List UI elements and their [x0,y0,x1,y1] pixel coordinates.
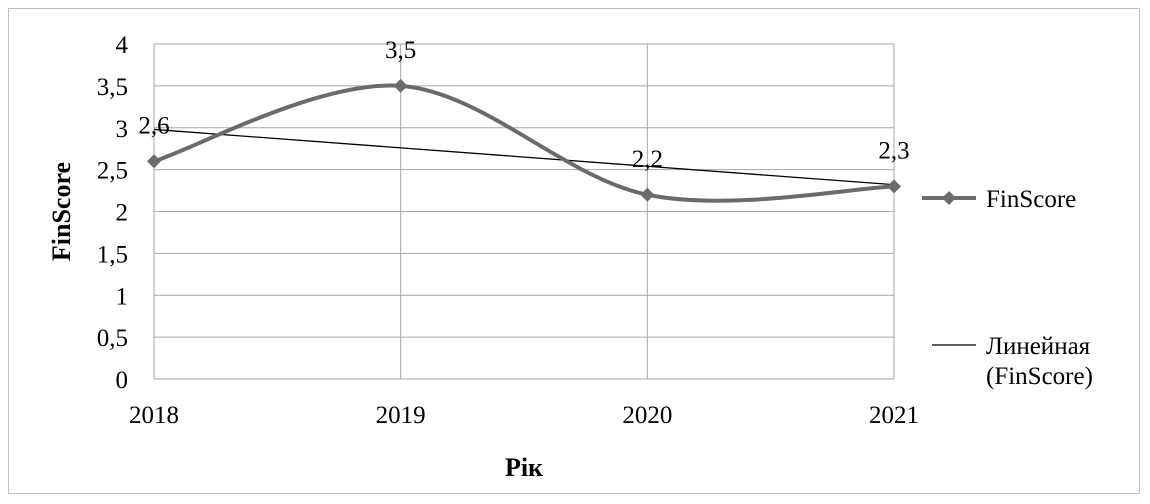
x-tick-label: 2021 [869,402,919,429]
x-tick-label: 2018 [129,402,179,429]
series-line-finscore [153,83,895,203]
data-labels: 2,6 3,5 2,2 2,3 [138,37,909,173]
x-axis-title: Рік [505,453,543,482]
markers-layer [147,78,901,202]
grid [153,43,895,380]
x-tick-label: 2019 [376,402,426,429]
y-tick-label: 3,5 [97,74,128,101]
x-tick-labels: 2018 2019 2020 2021 [129,402,919,429]
data-point-marker [393,78,408,93]
y-tick-label: 2 [116,200,129,227]
legend-label-trendline-line2: (FinScore) [986,363,1093,390]
data-point-marker [887,179,901,194]
y-tick-label: 0,5 [97,325,128,352]
trendline [153,128,895,186]
data-label: 2,3 [878,137,909,164]
y-tick-label: 2,5 [97,158,128,185]
y-tick-label: 1 [116,283,129,310]
x-tick-label: 2020 [622,402,672,429]
trendline-layer [153,128,895,186]
legend-label-trendline-line1: Линейная [986,333,1091,360]
chart-frame [8,8,1140,494]
y-tick-label: 4 [116,32,129,59]
y-tick-label: 1,5 [97,241,128,268]
y-tick-labels: 0 0,5 1 1,5 2 2,5 3 3,5 4 [97,32,129,394]
y-tick-label: 3 [116,116,129,143]
series-layer [153,83,895,203]
y-axis-title: FinScore [47,162,76,261]
data-label: 3,5 [385,37,416,64]
legend-marker-finscore [942,191,956,205]
data-label: 2,2 [632,146,663,173]
data-point-marker [147,154,161,169]
y-tick-label: 0 [116,367,129,394]
legend-label-finscore: FinScore [986,186,1076,213]
legend: FinScore Линейная (FinScore) [922,186,1093,390]
data-point-marker [640,187,655,202]
data-label: 2,6 [138,112,169,139]
